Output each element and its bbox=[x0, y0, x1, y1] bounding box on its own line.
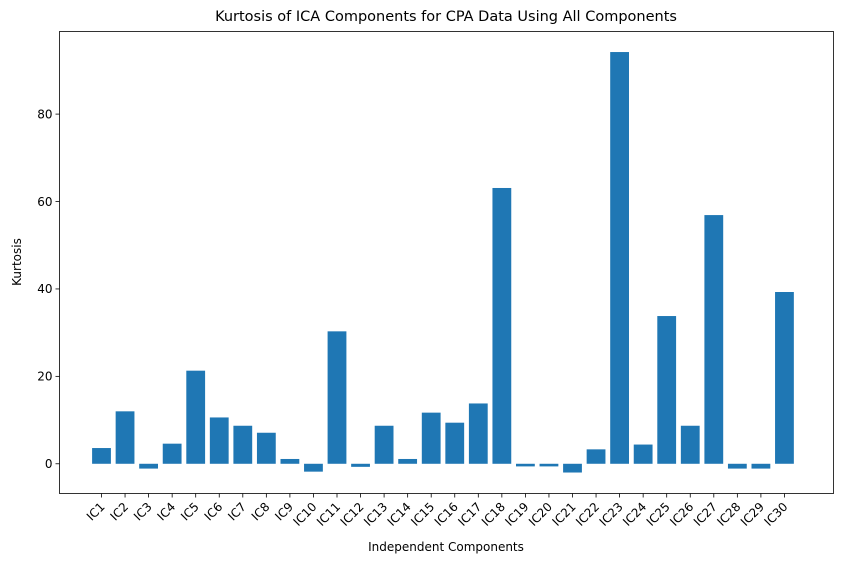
y-tick-label: 0 bbox=[45, 457, 53, 471]
y-tick-label: 60 bbox=[37, 195, 52, 209]
bar-ic8 bbox=[256, 432, 276, 464]
bar-ic11 bbox=[327, 331, 347, 464]
x-axis-title: Independent Components bbox=[368, 540, 524, 554]
bar-ic5 bbox=[186, 370, 206, 464]
bar-ic9 bbox=[280, 458, 300, 464]
bar-ic16 bbox=[445, 422, 465, 464]
bar-ic20 bbox=[539, 463, 559, 467]
y-tick-label: 40 bbox=[37, 282, 52, 296]
plot-frame bbox=[59, 31, 834, 494]
y-tick-label: 80 bbox=[37, 107, 52, 121]
bar-ic22 bbox=[586, 449, 606, 464]
bar-ic10 bbox=[304, 463, 323, 472]
bar-ic4 bbox=[162, 443, 182, 464]
bar-ic15 bbox=[421, 412, 441, 464]
bar-ic30 bbox=[775, 292, 794, 464]
bar-ic2 bbox=[115, 411, 135, 464]
bar-ic27 bbox=[704, 215, 724, 464]
bar-ic7 bbox=[233, 425, 253, 464]
bar-ic3 bbox=[139, 463, 158, 469]
chart-title: Kurtosis of ICA Components for CPA Data … bbox=[215, 9, 677, 25]
bar-ic25 bbox=[657, 316, 677, 464]
bar-ic17 bbox=[468, 403, 488, 464]
bar-ic29 bbox=[751, 463, 771, 469]
bars-group bbox=[92, 52, 794, 473]
y-tick-label: 20 bbox=[37, 370, 52, 384]
bar-ic14 bbox=[398, 458, 418, 464]
bar-ic19 bbox=[516, 463, 535, 467]
bar-ic18 bbox=[492, 187, 512, 464]
y-axis-ticks: 0 20 40 60 80 bbox=[37, 107, 60, 471]
bar-ic28 bbox=[727, 463, 747, 469]
bar-ic12 bbox=[351, 463, 370, 467]
bar-ic21 bbox=[563, 463, 582, 473]
bar-ic26 bbox=[680, 425, 700, 464]
bar-ic1 bbox=[92, 448, 111, 464]
bar-ic23 bbox=[610, 52, 629, 464]
bar-ic13 bbox=[374, 425, 394, 464]
y-axis-title: Kurtosis bbox=[10, 238, 24, 286]
bar-ic6 bbox=[209, 417, 229, 464]
bar-ic24 bbox=[633, 444, 653, 464]
